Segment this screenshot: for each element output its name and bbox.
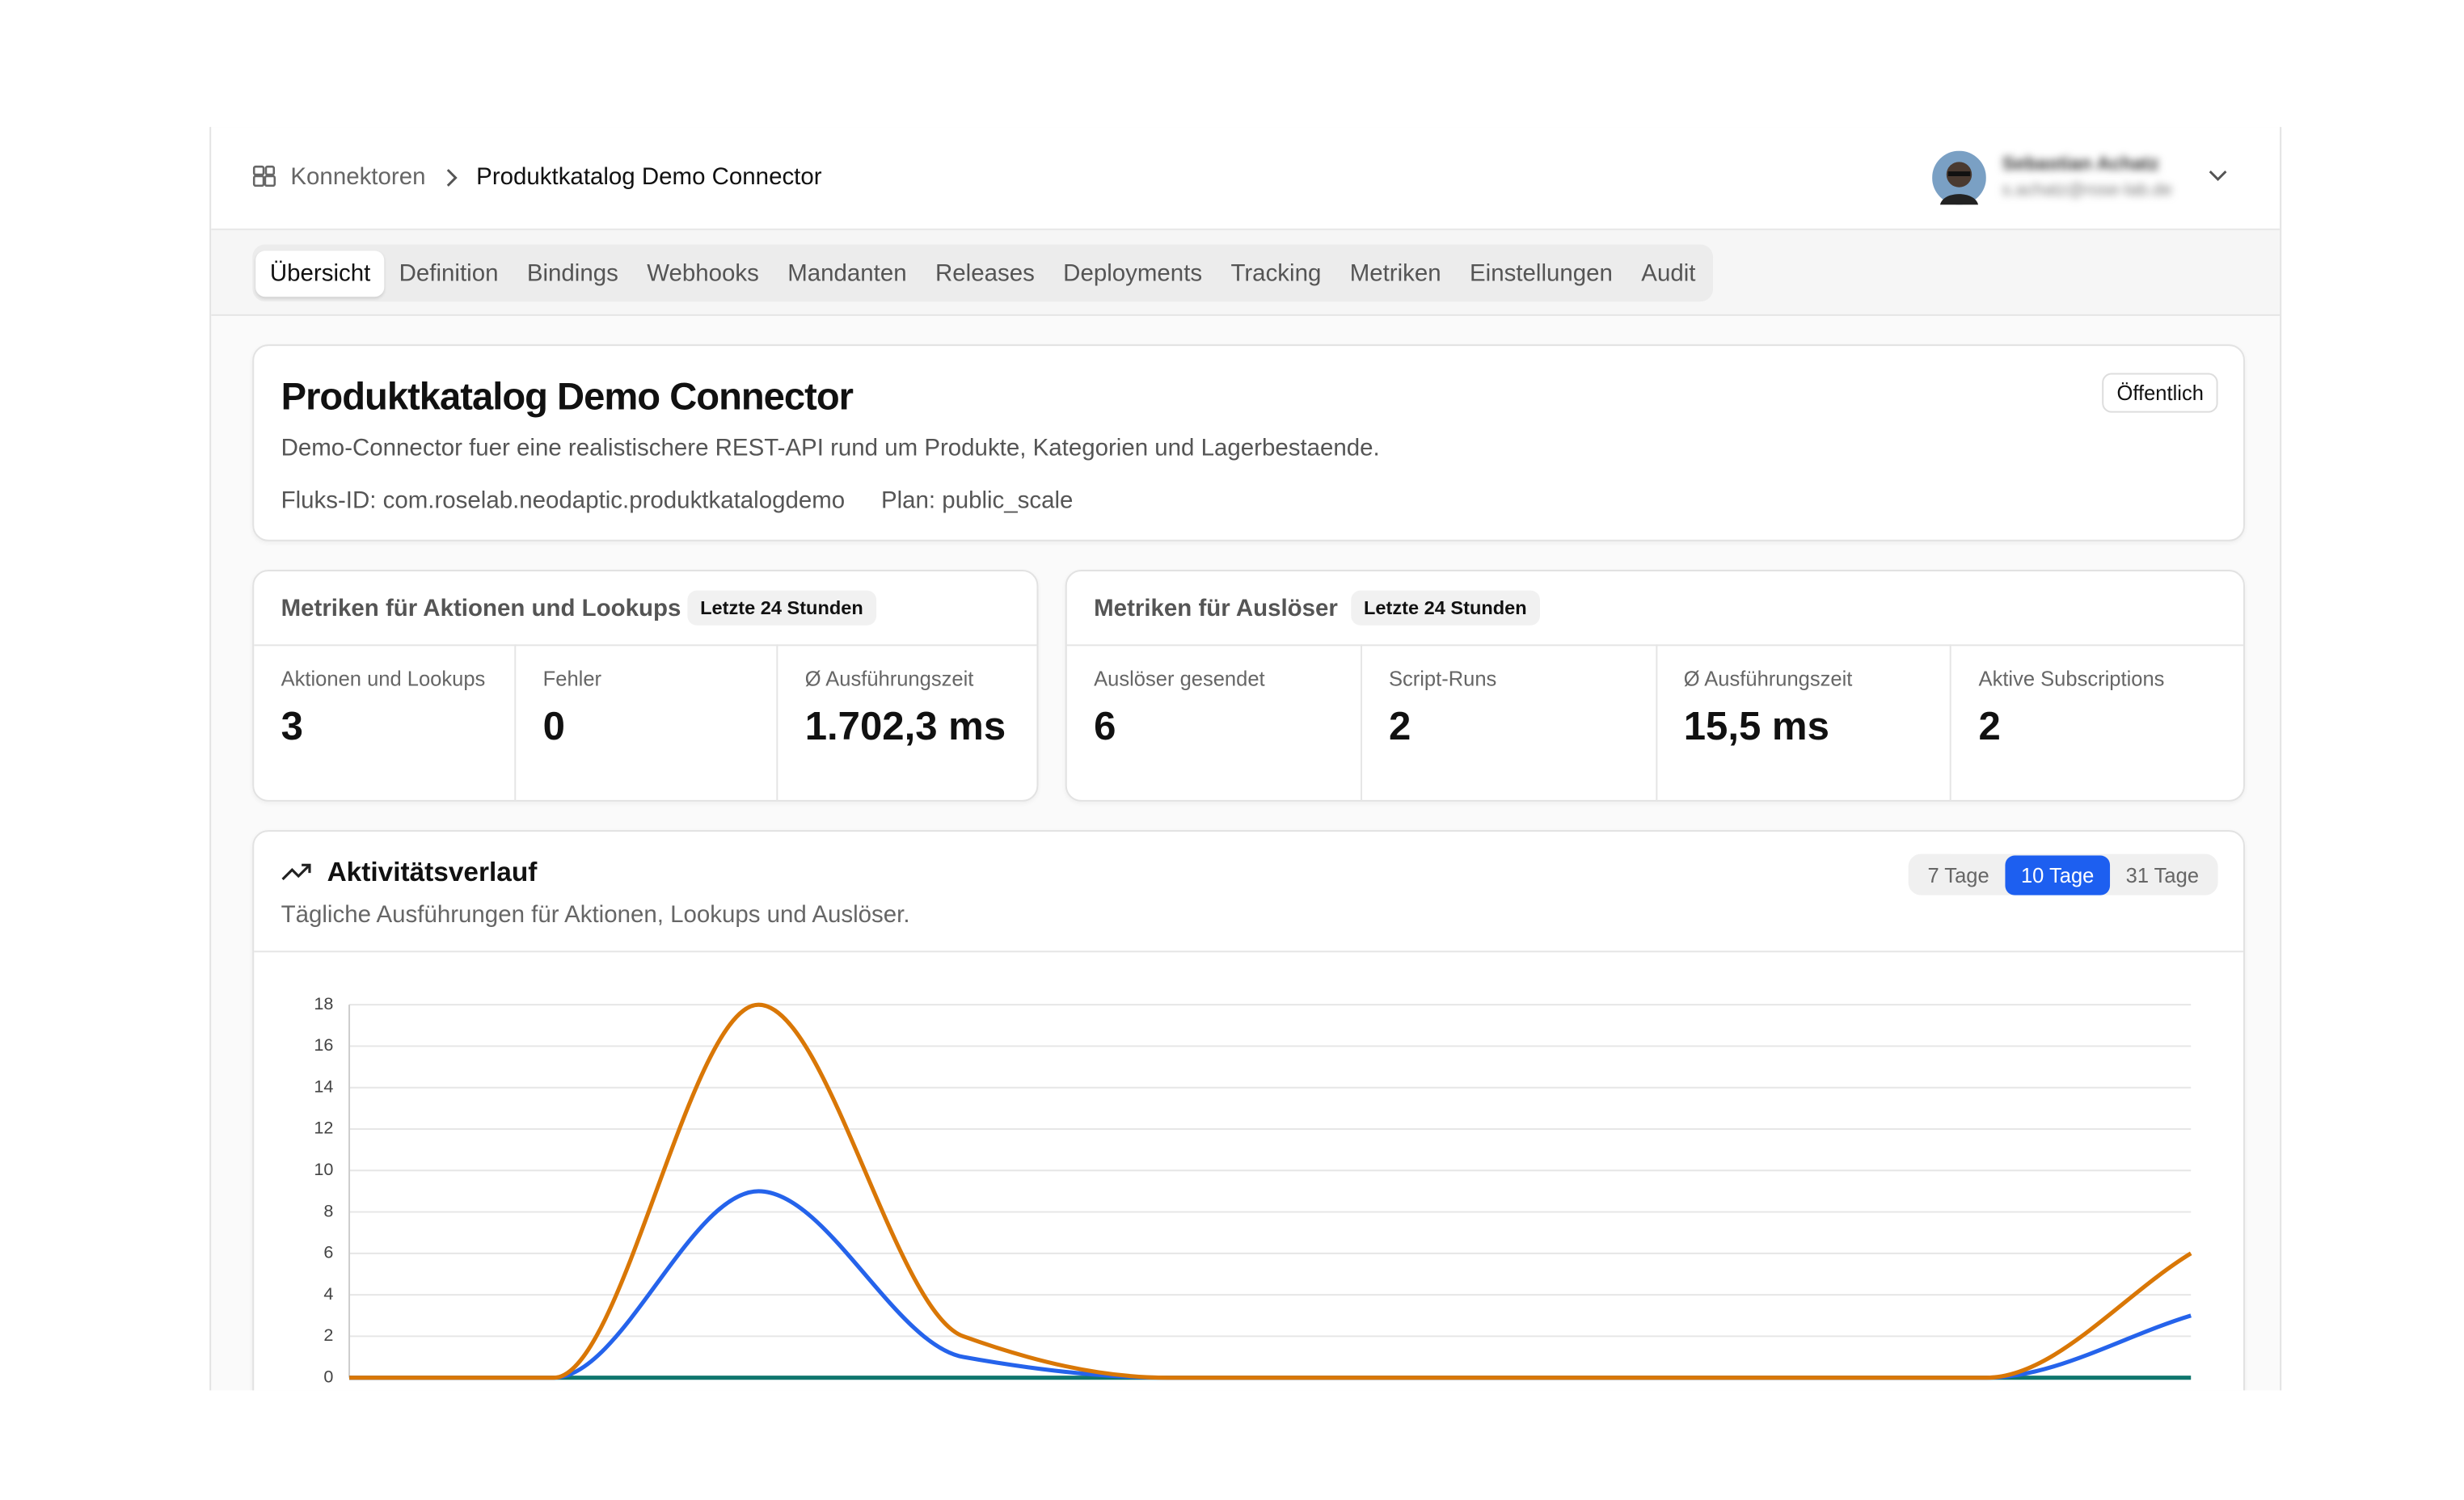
user-email: s.achatz@rose-lab.de xyxy=(2002,180,2172,200)
metric-value: 6 xyxy=(1094,704,1116,749)
tab[interactable]: Definition xyxy=(399,259,499,287)
visibility-badge: Öffentlich xyxy=(2102,373,2218,413)
metrics-header: Metriken für Aktionen und Lookups Letzte … xyxy=(254,571,1037,647)
tab[interactable]: Tracking xyxy=(1230,259,1322,287)
metric-label: Ø Ausführungszeit xyxy=(804,666,974,691)
trend-icon xyxy=(281,863,311,881)
metric-cell: Ø Ausführungszeit 1.702,3 ms xyxy=(778,644,1040,801)
tab[interactable]: Bindings xyxy=(526,259,618,287)
metrics-title: Metriken für Auslöser xyxy=(1094,595,1338,622)
y-tick-label: 12 xyxy=(314,1118,333,1138)
breadcrumb-chevron xyxy=(446,169,458,187)
range-option[interactable]: 7 Tage xyxy=(1927,862,1989,887)
metric-cell: Auslöser gesendet 6 xyxy=(1067,644,1362,802)
activity-subtitle: Tägliche Ausführungen für Aktionen, Look… xyxy=(281,901,910,929)
y-tick-label: 8 xyxy=(323,1200,333,1220)
metrics-card: Metriken für Auslöser Letzte 24 Stunden Au… xyxy=(1065,570,2245,802)
metric-label: Aktionen und Lookups xyxy=(281,666,486,691)
tab[interactable]: Audit xyxy=(1641,259,1696,287)
user-menu-chevron[interactable] xyxy=(2209,170,2228,183)
tab-bar: Übersicht Definition Bindings Webhooks Manda… xyxy=(211,230,2280,316)
y-tick-label: 2 xyxy=(323,1325,333,1345)
metric-value: 2 xyxy=(1978,704,2001,749)
tab[interactable]: Webhooks xyxy=(647,259,759,287)
y-tick-label: 6 xyxy=(323,1242,333,1262)
header: Konnektoren Produktkatalog Demo Connecto… xyxy=(211,127,2280,230)
metric-cell: Aktionen und Lookups 3 xyxy=(254,644,517,802)
connector-icon xyxy=(252,165,276,188)
fluks-id: Fluks-ID: com.roselab.neodaptic.produktk… xyxy=(281,487,846,515)
plan: Plan: public_scale xyxy=(880,487,1074,515)
metric-label: Script-Runs xyxy=(1388,666,1497,691)
y-tick-label: 10 xyxy=(314,1159,333,1179)
tab-group: Übersicht Definition Bindings Webhooks Manda… xyxy=(252,244,1714,302)
breadcrumb-link[interactable]: Konnektoren xyxy=(290,163,426,191)
series-line xyxy=(349,1002,2192,1380)
metrics-header: Metriken für Auslöser Letzte 24 Stunden xyxy=(1066,571,2244,647)
metric-value: 15,5 ms xyxy=(1683,704,1829,749)
divider xyxy=(254,950,2244,953)
metric-cell: Ø Ausführungszeit 15,5 ms xyxy=(1656,644,1952,802)
activity-title: Aktivitätsverlauf xyxy=(327,857,538,887)
metric-cell: Script-Runs 2 xyxy=(1362,644,1657,802)
metric-value: 0 xyxy=(542,704,565,749)
description: Demo-Connector fuer eine realistischere … xyxy=(281,435,1380,462)
app-frame: Konnektoren Produktkatalog Demo Connecto… xyxy=(209,127,2282,1391)
avatar[interactable] xyxy=(1932,150,1986,205)
tab[interactable]: Übersicht xyxy=(255,250,385,297)
range-toggle: 7 Tage 10 Tage 31 Tage xyxy=(1908,853,2218,895)
tab[interactable]: Releases xyxy=(935,259,1035,287)
tab[interactable]: Einstellungen xyxy=(1470,259,1613,287)
metric-label: Aktive Subscriptions xyxy=(1978,666,2165,691)
range-option[interactable]: 10 Tage xyxy=(2005,854,2110,895)
metric-value: 1.702,3 ms xyxy=(804,704,1006,749)
metric-label: Auslöser gesendet xyxy=(1094,666,1265,691)
tab[interactable]: Deployments xyxy=(1063,259,1203,287)
metrics-card: Metriken für Aktionen und Lookups Letzte … xyxy=(252,570,1040,802)
time-badge: Letzte 24 Stunden xyxy=(1351,590,1540,626)
metric-cell: Fehler 0 xyxy=(516,644,778,802)
y-tick-label: 16 xyxy=(314,1034,333,1055)
activity-card: Aktivitätsverlauf Tägliche Ausführungen … xyxy=(252,830,2245,1391)
time-badge: Letzte 24 Stunden xyxy=(687,590,876,626)
y-tick-label: 14 xyxy=(314,1076,333,1096)
range-option[interactable]: 31 Tage xyxy=(2125,862,2200,887)
breadcrumb-current: Produktkatalog Demo Connector xyxy=(476,163,822,191)
metrics-title: Metriken für Aktionen und Lookups xyxy=(281,595,681,622)
metric-value: 2 xyxy=(1388,704,1411,749)
tab[interactable]: Metriken xyxy=(1349,259,1441,287)
metric-label: Fehler xyxy=(542,666,602,691)
user-name: Sebastian Achatz xyxy=(2002,152,2159,175)
y-tick-label: 4 xyxy=(323,1283,333,1304)
overview-card: Produktkatalog Demo Connector Öffentlich… xyxy=(252,344,2245,541)
series-line xyxy=(349,1189,2192,1380)
metric-value: 3 xyxy=(281,704,303,749)
y-tick-label: 0 xyxy=(323,1366,333,1386)
connector-title: Produktkatalog Demo Connector xyxy=(281,376,854,419)
metric-label: Ø Ausführungszeit xyxy=(1683,666,1853,691)
activity-chart: 0 2 4 6 8 10 12 14 16 18 xyxy=(314,993,2192,1386)
metric-cell: Aktive Subscriptions 2 xyxy=(1951,644,2247,801)
y-tick-label: 18 xyxy=(314,993,333,1013)
tab[interactable]: Mandanten xyxy=(787,259,907,287)
